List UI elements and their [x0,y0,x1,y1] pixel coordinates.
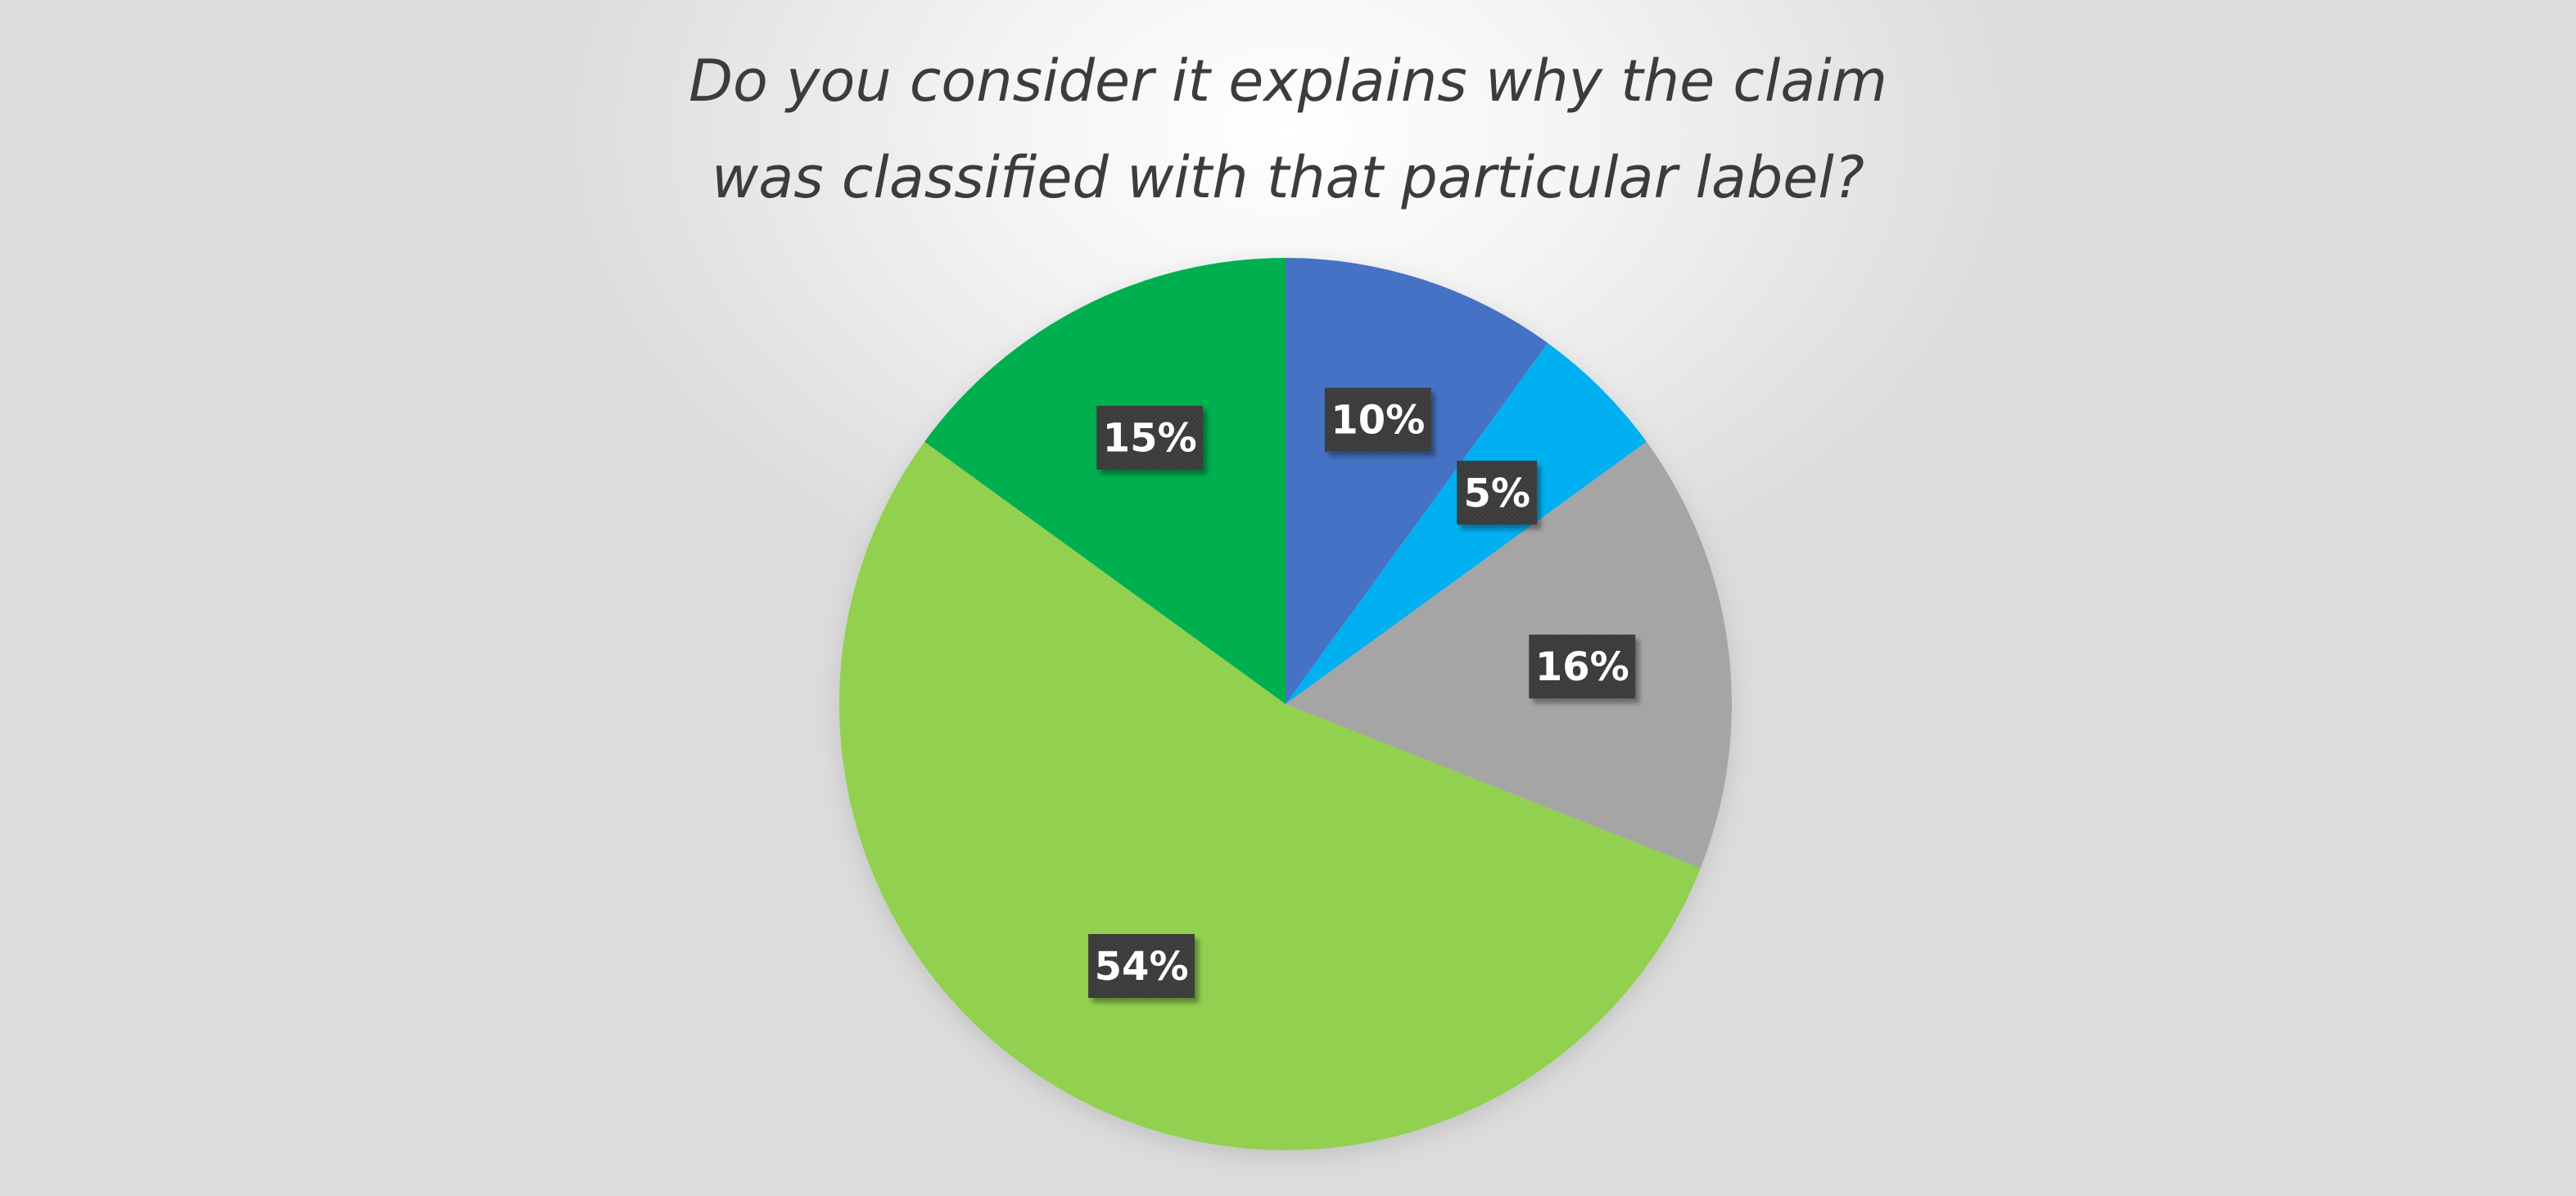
pie-slice-16-percent [1286,441,1733,869]
chart-title-line-1: Do you consider it explains why the clai… [689,47,1887,115]
data-label: 16% [1529,634,1636,699]
data-label-text: 16% [1535,644,1629,690]
data-label: 15% [1096,405,1204,470]
data-label-text: 5% [1463,471,1530,517]
data-label-box [1529,634,1636,699]
data-label: 54% [1088,933,1195,998]
chart-title-line-2: was classified with that particular labe… [712,144,1864,211]
data-label-box [1088,933,1195,998]
pie-slice-15-percent [924,258,1286,704]
data-label: 5% [1457,460,1538,525]
data-label-text: 10% [1331,398,1425,444]
data-label-text: 54% [1095,944,1189,990]
pie-slice-10-percent [1286,258,1548,704]
data-label-box [1457,460,1538,525]
chart-title: Do you consider it explains why the clai… [0,33,2576,226]
data-label-box [1096,405,1204,470]
data-label: 10% [1324,387,1431,452]
data-label-box [1324,387,1431,452]
pie-slice-54-percent [839,441,1701,1150]
data-label-text: 15% [1103,416,1197,462]
